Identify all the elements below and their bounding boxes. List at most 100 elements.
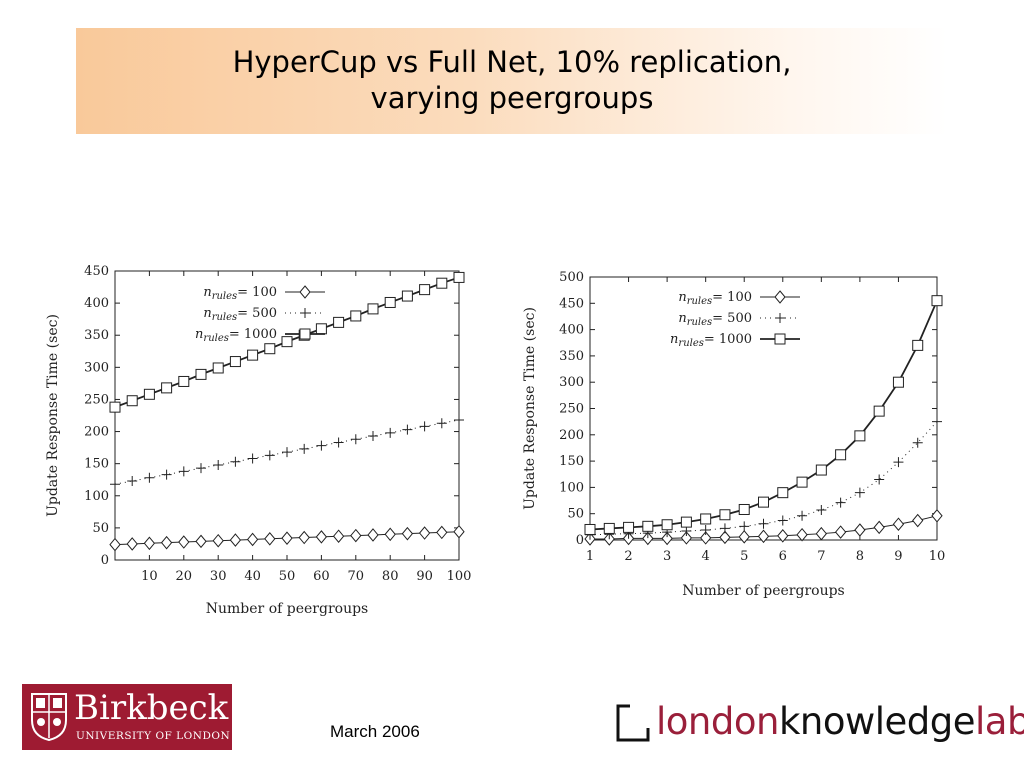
chart-left-data-point <box>110 479 120 490</box>
chart-left-legend-value: = 100 <box>237 285 277 300</box>
lkl-bracket-icon <box>616 704 654 742</box>
chart-right-data-point <box>661 519 673 531</box>
chart-right-data-point <box>661 531 673 546</box>
chart-left-data-point <box>229 533 242 547</box>
chart-right-data-point <box>777 529 789 543</box>
chart-left-xtick-label: 20 <box>176 569 193 584</box>
chart-right-legend-label: nrules= 500 <box>678 311 752 328</box>
chart-left-data-point <box>350 434 361 445</box>
chart-right-ytick-label: 50 <box>567 507 584 522</box>
chart-left-data-point <box>247 349 259 361</box>
chart-left-data-point <box>418 526 431 540</box>
chart-right-xtick-label: 4 <box>702 549 710 564</box>
chart-left-data-point <box>333 437 344 448</box>
chart-left-data-point <box>143 388 155 400</box>
chart-right-ytick-label: 450 <box>559 296 584 311</box>
chart-left-data-point <box>402 424 413 435</box>
chart-right-data-point <box>777 515 788 526</box>
chart-left-data-point <box>264 450 275 461</box>
chart-left-ytick-label: 150 <box>84 457 109 472</box>
chart-left-data-point <box>419 284 431 296</box>
chart-right-ytick-label: 150 <box>559 454 584 469</box>
chart-right-legend-sub: rules <box>687 317 712 328</box>
chart-right-ytick-label: 300 <box>559 375 584 390</box>
chart-left-legend-var: n <box>203 285 211 300</box>
chart-left-data-point <box>247 453 258 464</box>
chart-left-legend-value: = 1000 <box>229 327 277 342</box>
chart-right-data-point <box>816 505 827 516</box>
chart-right-legend-sub: rules <box>687 296 712 307</box>
chart-right-data-point <box>834 525 847 539</box>
chart-left-data-point <box>264 532 276 546</box>
chart-right-x-axis-label: Number of peergroups <box>682 583 844 599</box>
chart-right-data-point <box>738 530 750 544</box>
chart-left-data-point <box>213 459 224 470</box>
chart-right-legend-var: n <box>678 290 686 305</box>
chart-left-xtick-label: 30 <box>210 569 227 584</box>
chart-left-xtick-label: 10 <box>141 569 158 584</box>
chart-right-legend-var: n <box>678 311 686 326</box>
chart-left-data-point <box>178 466 189 477</box>
chart-right-xtick-label: 9 <box>894 549 902 564</box>
chart-left-data-point <box>436 277 448 289</box>
chart-left-data-point <box>212 362 224 374</box>
chart-right-ytick-label: 250 <box>559 402 584 417</box>
chart-left-xtick-label: 50 <box>279 569 296 584</box>
chart-left-legend-marker <box>299 285 311 299</box>
chart-left-legend-value: = 500 <box>237 306 277 321</box>
chart-left-data-point <box>161 382 173 394</box>
chart-right-data-point <box>912 437 923 448</box>
chart-right-legend-label: nrules= 1000 <box>670 332 752 349</box>
chart-left-xtick-label: 80 <box>382 569 399 584</box>
slide-title: HyperCup vs Full Net, 10% replication, v… <box>76 44 948 116</box>
chart-right-data-point <box>719 523 730 534</box>
chart-right-ytick-label: 0 <box>576 533 584 548</box>
chart-left-data-point <box>299 443 310 454</box>
chart-left-legend-sub: rules <box>212 312 237 323</box>
chart-left-data-point <box>212 533 224 548</box>
chart-right-xtick-label: 7 <box>817 549 825 564</box>
chart-left-data-point <box>143 536 156 551</box>
chart-left-data-point <box>453 524 465 539</box>
chart-right-series-line <box>589 300 938 531</box>
chart-right-xtick-label: 1 <box>586 549 594 564</box>
chart-right-data-point <box>854 523 866 537</box>
chart-right-data-point <box>584 523 596 535</box>
chart-left-data-point <box>332 529 345 544</box>
chart-right-legend-var: n <box>670 332 678 347</box>
chart-left-legend-label: nrules= 100 <box>203 285 277 302</box>
chart-left-data-point <box>178 375 190 387</box>
chart-left-data-point <box>144 472 155 483</box>
chart-right-data-point <box>642 531 654 546</box>
chart-left-data-point <box>315 530 328 544</box>
lkl-word-knowledge: knowledge <box>778 700 976 743</box>
chart-right-data-point <box>796 476 808 488</box>
chart-left-data-point <box>109 401 121 413</box>
chart-left-data-point <box>196 463 206 474</box>
chart-right-legend-value: = 100 <box>712 290 752 305</box>
chart-right-data-point <box>932 416 942 427</box>
chart-left-legend-sub: rules <box>203 333 228 344</box>
chart-right-data-point <box>796 527 808 542</box>
chart-right-data-point <box>815 464 827 476</box>
birkbeck-logo: Birkbeck UNIVERSITY OF LONDON <box>22 684 232 750</box>
chart-left-data-point <box>401 526 414 541</box>
chart-left-y-axis-label: Update Response Time (sec) <box>45 314 61 517</box>
chart-right-xtick-label: 2 <box>624 549 632 564</box>
chart-left-data-point <box>264 343 276 355</box>
chart-right-data-point <box>680 531 693 545</box>
chart-left: 0 50 100 150 200 250 300 350 400 450 10 20 30 40 50 60 7… <box>45 264 472 617</box>
chart-left-data-point <box>315 323 327 335</box>
chart-left-series-1 <box>110 414 464 490</box>
birkbeck-crest-icon <box>31 693 67 742</box>
chart-left-ytick-label: 350 <box>84 328 109 343</box>
chart-left-data-point <box>454 414 464 425</box>
chart-right-data-point <box>854 487 865 498</box>
chart-left-data-point <box>436 418 447 429</box>
chart-left-legend-var: n <box>195 327 203 342</box>
chart-left-legend-marker <box>299 328 311 340</box>
chart-right-legend-marker <box>775 313 785 323</box>
birkbeck-subtitle: UNIVERSITY OF LONDON <box>76 730 231 742</box>
chart-right-series-0 <box>584 509 943 546</box>
chart-left-xtick-label: 100 <box>447 569 472 584</box>
